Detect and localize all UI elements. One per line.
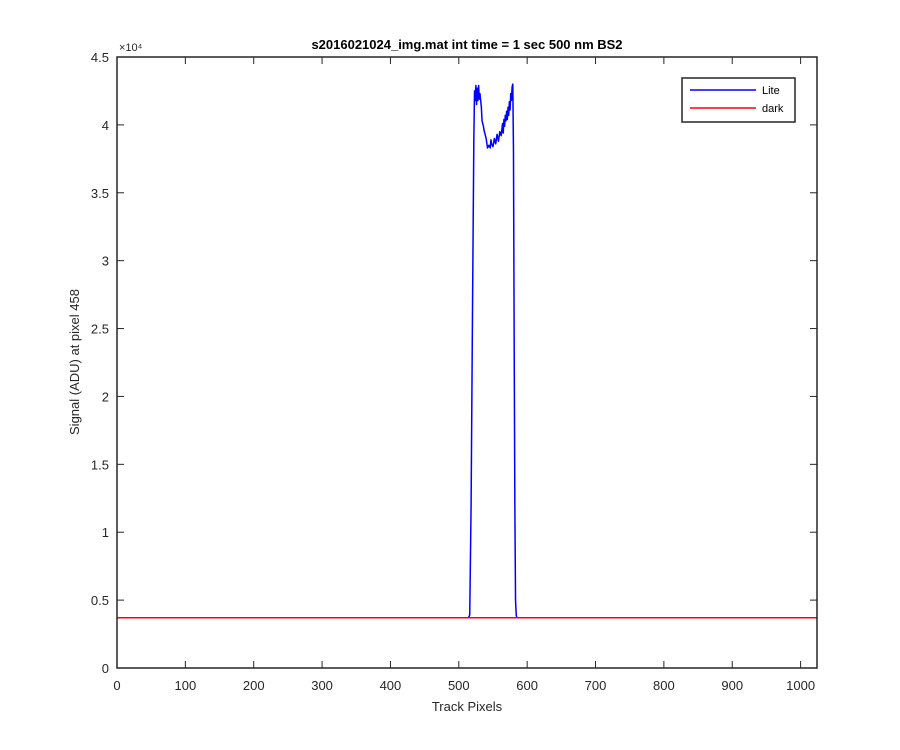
y-tick-label: 4 [102, 118, 109, 133]
x-axis-title: Track Pixels [432, 699, 503, 714]
legend-label-dark: dark [762, 103, 784, 115]
x-tick-label: 800 [653, 678, 675, 693]
x-tick-label: 200 [243, 678, 265, 693]
x-tick-label: 700 [585, 678, 607, 693]
x-tick-label: 1000 [786, 678, 815, 693]
y-tick-label: 0 [102, 661, 109, 676]
x-tick-label: 100 [175, 678, 197, 693]
y-tick-label: 3 [102, 254, 109, 269]
chart-title: s2016021024_img.mat int time = 1 sec 500… [311, 37, 622, 52]
legend-label-lite: Lite [762, 85, 780, 97]
legend-box [681, 77, 796, 123]
x-tick-label: 400 [380, 678, 402, 693]
y-tick-label: 0.5 [91, 593, 109, 608]
x-tick-label: 900 [721, 678, 743, 693]
series-layer [117, 83, 817, 619]
axes: 0 100 200 300 400 500 600 700 800 900 1000 0 0.5 1 1.5… [91, 50, 818, 693]
y-tick-label: 3.5 [91, 186, 109, 201]
y-tick-label: 4.5 [91, 50, 109, 65]
y-axis-title: Signal (ADU) at pixel 458 [67, 289, 82, 435]
x-tick-label: 500 [448, 678, 470, 693]
x-tick-label: 600 [516, 678, 538, 693]
y-axis-exponent: ×10⁴ [119, 42, 143, 54]
y-tick-label: 2 [102, 389, 109, 404]
y-tick-label: 1 [102, 525, 109, 540]
y-tick-label: 1.5 [91, 457, 109, 472]
x-tick-label: 300 [311, 678, 333, 693]
plot-area [117, 57, 817, 668]
y-tick-label: 2.5 [91, 322, 109, 337]
x-tick-label: 0 [113, 678, 120, 693]
axes-box [116, 56, 818, 669]
series-line-lite [117, 83, 817, 619]
legend: Lite dark [681, 77, 796, 123]
